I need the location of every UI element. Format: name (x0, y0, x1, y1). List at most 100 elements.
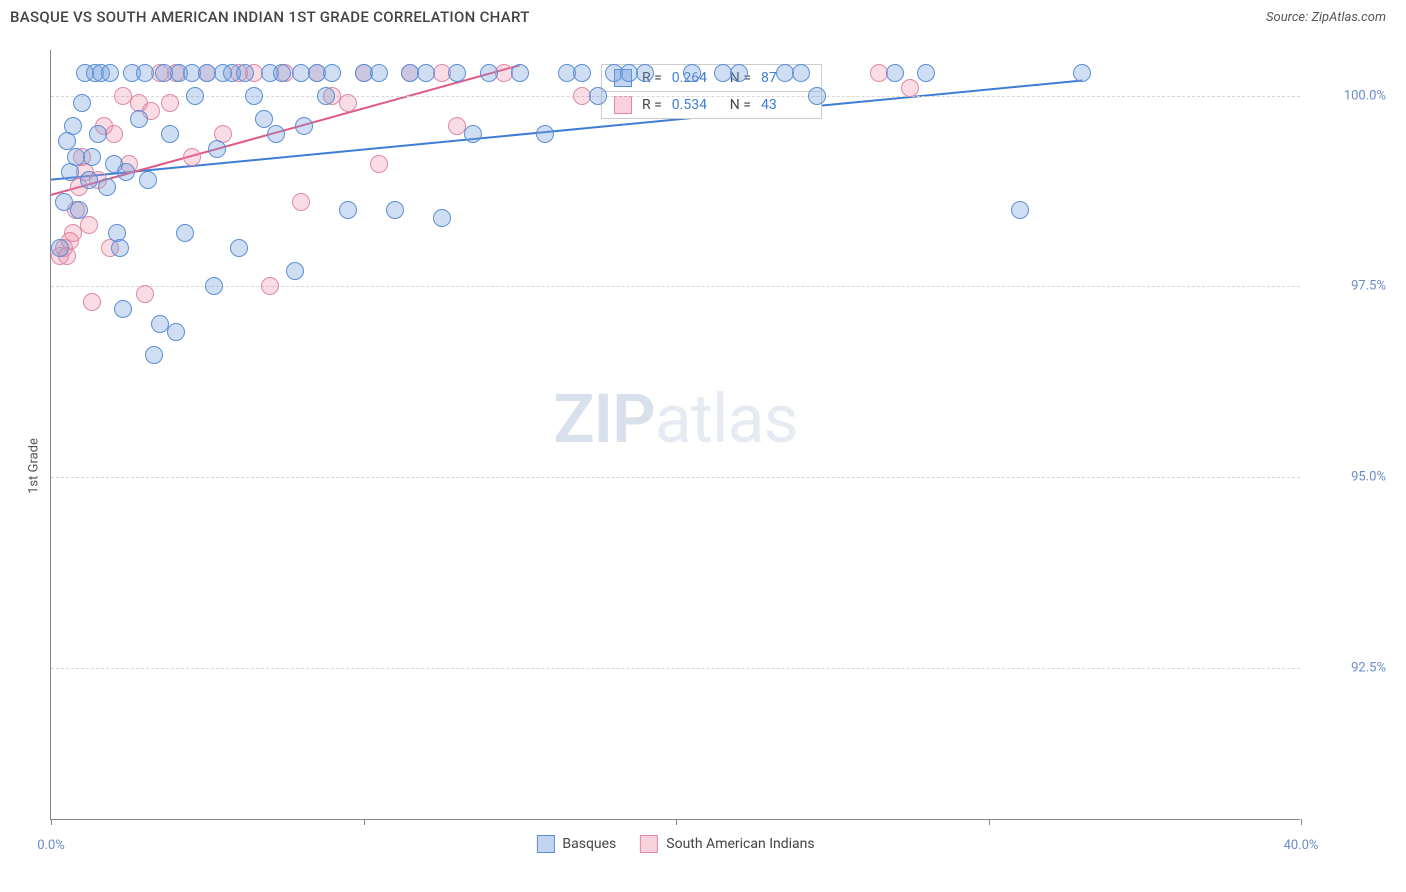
data-point (139, 171, 157, 189)
data-point (339, 94, 357, 112)
gridline (51, 668, 1300, 669)
xtick-mark (51, 819, 52, 825)
data-point (917, 64, 935, 82)
data-point (117, 163, 135, 181)
data-point (51, 239, 69, 257)
data-point (1073, 64, 1091, 82)
data-point (808, 87, 826, 105)
swatch-pink-icon (614, 96, 632, 114)
chart-title: BASQUE VS SOUTH AMERICAN INDIAN 1ST GRAD… (10, 8, 530, 26)
data-point (464, 125, 482, 143)
data-point (573, 64, 591, 82)
data-point (230, 239, 248, 257)
data-point (83, 293, 101, 311)
data-point (683, 64, 701, 82)
data-point (323, 64, 341, 82)
sai-n: 43 (761, 97, 809, 113)
watermark: ZIPatlas (553, 379, 797, 459)
watermark-zip: ZIP (553, 379, 654, 459)
data-point (83, 148, 101, 166)
source-label: Source: ZipAtlas.com (1266, 10, 1386, 25)
header-row: BASQUE VS SOUTH AMERICAN INDIAN 1ST GRAD… (0, 0, 1406, 34)
xtick-mark (364, 819, 365, 825)
data-point (101, 64, 119, 82)
source-name: ZipAtlas.com (1311, 10, 1386, 25)
ytick-label: 100.0% (1316, 88, 1386, 103)
data-point (901, 79, 919, 97)
data-point (167, 323, 185, 341)
gridline (51, 477, 1300, 478)
data-point (417, 64, 435, 82)
data-point (433, 209, 451, 227)
legend-label-basques: Basques (562, 836, 616, 852)
watermark-atlas: atlas (655, 379, 798, 459)
y-axis-label: 1st Grade (26, 438, 41, 494)
data-point (111, 239, 129, 257)
legend-item-basques: Basques (536, 835, 616, 853)
data-point (339, 201, 357, 219)
data-point (286, 262, 304, 280)
data-point (792, 64, 810, 82)
gridline (51, 286, 1300, 287)
data-point (98, 178, 116, 196)
ytick-label: 92.5% (1316, 660, 1386, 675)
plot-area: ZIPatlas R = 0.264 N = 87 R = 0.534 N = … (50, 50, 1300, 820)
data-point (236, 64, 254, 82)
data-point (536, 125, 554, 143)
data-point (261, 277, 279, 295)
xtick-label: 40.0% (1284, 838, 1319, 853)
data-point (292, 193, 310, 211)
data-point (89, 125, 107, 143)
data-point (370, 64, 388, 82)
data-point (448, 64, 466, 82)
data-point (273, 64, 291, 82)
data-point (255, 110, 273, 128)
data-point (511, 64, 529, 82)
r-label-2: R = (642, 97, 662, 113)
sai-r: 0.534 (672, 97, 720, 113)
data-point (636, 64, 654, 82)
data-point (73, 94, 91, 112)
xtick-mark (989, 819, 990, 825)
xtick-label: 0.0% (37, 838, 65, 853)
data-point (130, 110, 148, 128)
data-point (295, 117, 313, 135)
data-point (114, 300, 132, 318)
ytick-label: 95.0% (1316, 469, 1386, 484)
data-point (730, 64, 748, 82)
legend-item-sai: South American Indians (640, 835, 814, 853)
data-point (80, 171, 98, 189)
data-point (183, 148, 201, 166)
data-point (161, 94, 179, 112)
data-point (161, 125, 179, 143)
data-point (186, 87, 204, 105)
source-prefix: Source: (1266, 10, 1311, 25)
bottom-legend: Basques South American Indians (536, 835, 814, 853)
data-point (267, 125, 285, 143)
data-point (64, 117, 82, 135)
chart-wrap: 1st Grade ZIPatlas R = 0.264 N = 87 R = … (0, 40, 1406, 892)
ytick-label: 97.5% (1316, 279, 1386, 294)
legend-label-sai: South American Indians (666, 836, 814, 852)
data-point (1011, 201, 1029, 219)
data-point (886, 64, 904, 82)
data-point (370, 155, 388, 173)
xtick-mark (1301, 819, 1302, 825)
data-point (245, 87, 263, 105)
swatch-blue-icon (536, 835, 554, 853)
xtick-mark (676, 819, 677, 825)
data-point (480, 64, 498, 82)
data-point (317, 87, 335, 105)
data-point (208, 140, 226, 158)
data-point (136, 285, 154, 303)
data-point (105, 125, 123, 143)
data-point (386, 201, 404, 219)
data-point (70, 201, 88, 219)
gridline (51, 96, 1300, 97)
data-point (145, 346, 163, 364)
swatch-pink-icon (640, 835, 658, 853)
data-point (136, 64, 154, 82)
data-point (176, 224, 194, 242)
trend-lines (51, 50, 1301, 820)
data-point (80, 216, 98, 234)
